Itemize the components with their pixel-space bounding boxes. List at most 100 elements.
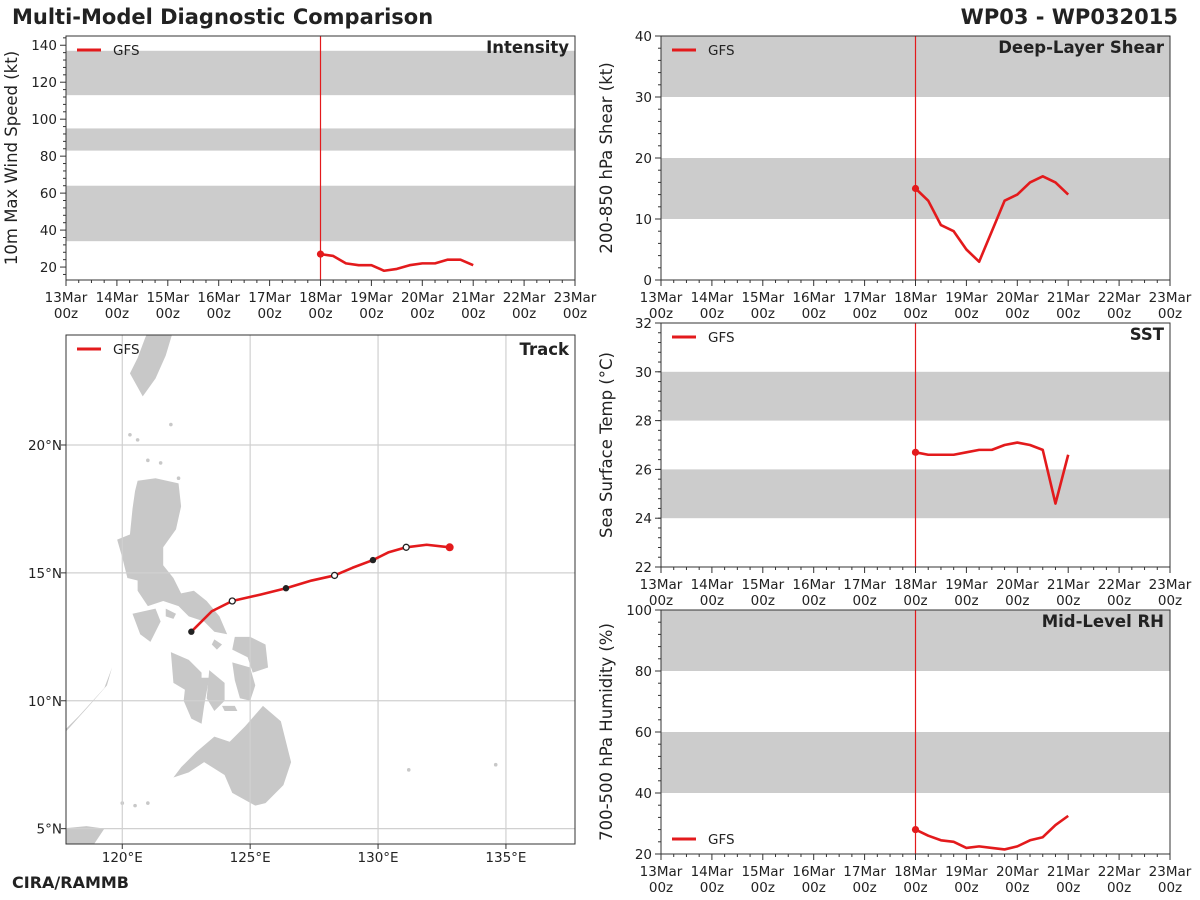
x-tick-label-hour: 00z (1056, 593, 1080, 609)
lon-tick-label: 125°E (230, 850, 271, 866)
y-tick-label: 20 (635, 847, 652, 863)
x-tick-label-hour: 00z (1056, 880, 1080, 896)
series-line-gfs (914, 814, 1069, 851)
islet (133, 803, 137, 808)
x-tick-label-date: 21Mar (1047, 577, 1090, 593)
x-tick-label-hour: 00z (512, 306, 536, 322)
legend-label: GFS (708, 832, 735, 848)
rh-chart: 2040608010013Mar00z14Mar00z15Mar00z16Mar… (597, 603, 1192, 896)
series-line-gfs (914, 175, 1070, 264)
legend-label: GFS (708, 43, 735, 59)
islet (493, 762, 498, 767)
x-tick-label-hour: 00z (852, 306, 876, 322)
x-tick-label-date: 15Mar (741, 864, 784, 880)
lon-tick-label: 120°E (102, 850, 143, 866)
landmass (129, 335, 172, 397)
x-tick-label-hour: 00z (649, 306, 673, 322)
x-tick-label-date: 20Mar (401, 290, 444, 306)
plot-area (661, 323, 1170, 567)
x-tick-label-hour: 00z (751, 306, 775, 322)
x-tick-label-date: 20Mar (996, 864, 1039, 880)
x-tick-label-hour: 00z (700, 306, 724, 322)
series-line-gfs (915, 441, 1070, 505)
x-tick-label-date: 22Mar (1098, 290, 1141, 306)
track-start-point (445, 543, 454, 552)
landmass (165, 608, 176, 619)
legend-label: GFS (113, 43, 140, 59)
landmass (132, 608, 161, 642)
y-tick-label: 32 (635, 316, 652, 332)
track-point-open (228, 597, 236, 605)
x-tick-label-hour: 00z (1005, 880, 1029, 896)
track-point-open (402, 543, 410, 551)
track-chart: 120°E 125°E 130°E 135°E 5°N 10°N 15°N 20°N Track… (28, 334, 576, 866)
x-tick-label-date: 23Mar (1149, 577, 1192, 593)
x-tick-label-date: 23Mar (554, 290, 597, 306)
landmass (211, 639, 223, 650)
chart-title: Deep-Layer Shear (998, 38, 1165, 57)
y-tick-label: 24 (635, 511, 652, 527)
plot-area (66, 36, 575, 280)
islet (406, 768, 411, 772)
landmass (66, 826, 105, 844)
x-tick-label-date: 17Mar (843, 864, 886, 880)
track-point-filled (282, 585, 290, 592)
y-axis-label: 10m Max Wind Speed (kt) (2, 51, 21, 265)
lon-tick-label: 130°E (358, 850, 399, 866)
x-tick-label-hour: 00z (903, 593, 927, 609)
y-tick-label: 0 (643, 273, 652, 289)
x-tick-label-date: 13Mar (640, 577, 683, 593)
lat-tick-label: 15°N (28, 566, 62, 582)
y-tick-label: 100 (626, 603, 652, 619)
plot-area (661, 610, 1170, 854)
x-tick-label-hour: 00z (207, 306, 231, 322)
x-tick-label-hour: 00z (257, 306, 281, 322)
x-tick-label-hour: 00z (954, 306, 978, 322)
x-tick-label-date: 18Mar (299, 290, 342, 306)
x-tick-label-date: 15Mar (741, 290, 784, 306)
x-tick-label-date: 22Mar (1098, 577, 1141, 593)
x-tick-label-date: 19Mar (945, 864, 988, 880)
x-tick-label-date: 14Mar (691, 864, 734, 880)
x-tick-label-date: 13Mar (640, 864, 683, 880)
series-line-gfs (320, 252, 474, 273)
legend-label: GFS (113, 342, 140, 358)
x-tick-label-date: 16Mar (792, 864, 835, 880)
x-tick-label-hour: 00z (1158, 880, 1182, 896)
x-tick-label-hour: 00z (54, 306, 78, 322)
x-tick-label-date: 14Mar (691, 577, 734, 593)
credit-label: CIRA/RAMMB (12, 873, 129, 892)
x-tick-label-date: 16Mar (792, 290, 835, 306)
x-tick-label-date: 16Mar (792, 577, 835, 593)
x-tick-label-date: 13Mar (640, 290, 683, 306)
x-tick-label-date: 21Mar (1047, 864, 1090, 880)
x-tick-label-hour: 00z (751, 880, 775, 896)
track-point-filled (369, 556, 377, 564)
y-tick-label: 30 (635, 365, 652, 381)
y-axis-label: 200-850 hPa Shear (kt) (597, 62, 616, 253)
x-tick-label-hour: 00z (1107, 880, 1131, 896)
chart-title: Track (520, 340, 570, 359)
map-area (66, 335, 575, 844)
plot-area (661, 36, 1170, 280)
lat-tick-label: 10°N (28, 694, 62, 710)
track-point-filled (188, 628, 195, 635)
x-tick-label-date: 15Mar (146, 290, 189, 306)
x-tick-label-date: 20Mar (996, 577, 1039, 593)
x-tick-label-hour: 00z (105, 306, 129, 322)
islet (146, 801, 150, 805)
x-tick-label-hour: 00z (410, 306, 434, 322)
x-tick-label-hour: 00z (700, 880, 724, 896)
islet (128, 432, 132, 437)
y-tick-label: 10 (635, 212, 652, 228)
y-tick-label: 20 (40, 260, 57, 276)
x-tick-label-hour: 00z (700, 593, 724, 609)
y-tick-label: 60 (635, 725, 652, 741)
landmass (232, 662, 256, 701)
x-tick-label-hour: 00z (1005, 306, 1029, 322)
x-tick-label-hour: 00z (802, 306, 826, 322)
x-tick-label-date: 21Mar (1047, 290, 1090, 306)
x-tick-label-hour: 00z (802, 593, 826, 609)
x-tick-label-date: 19Mar (945, 577, 988, 593)
x-tick-label-date: 19Mar (945, 290, 988, 306)
